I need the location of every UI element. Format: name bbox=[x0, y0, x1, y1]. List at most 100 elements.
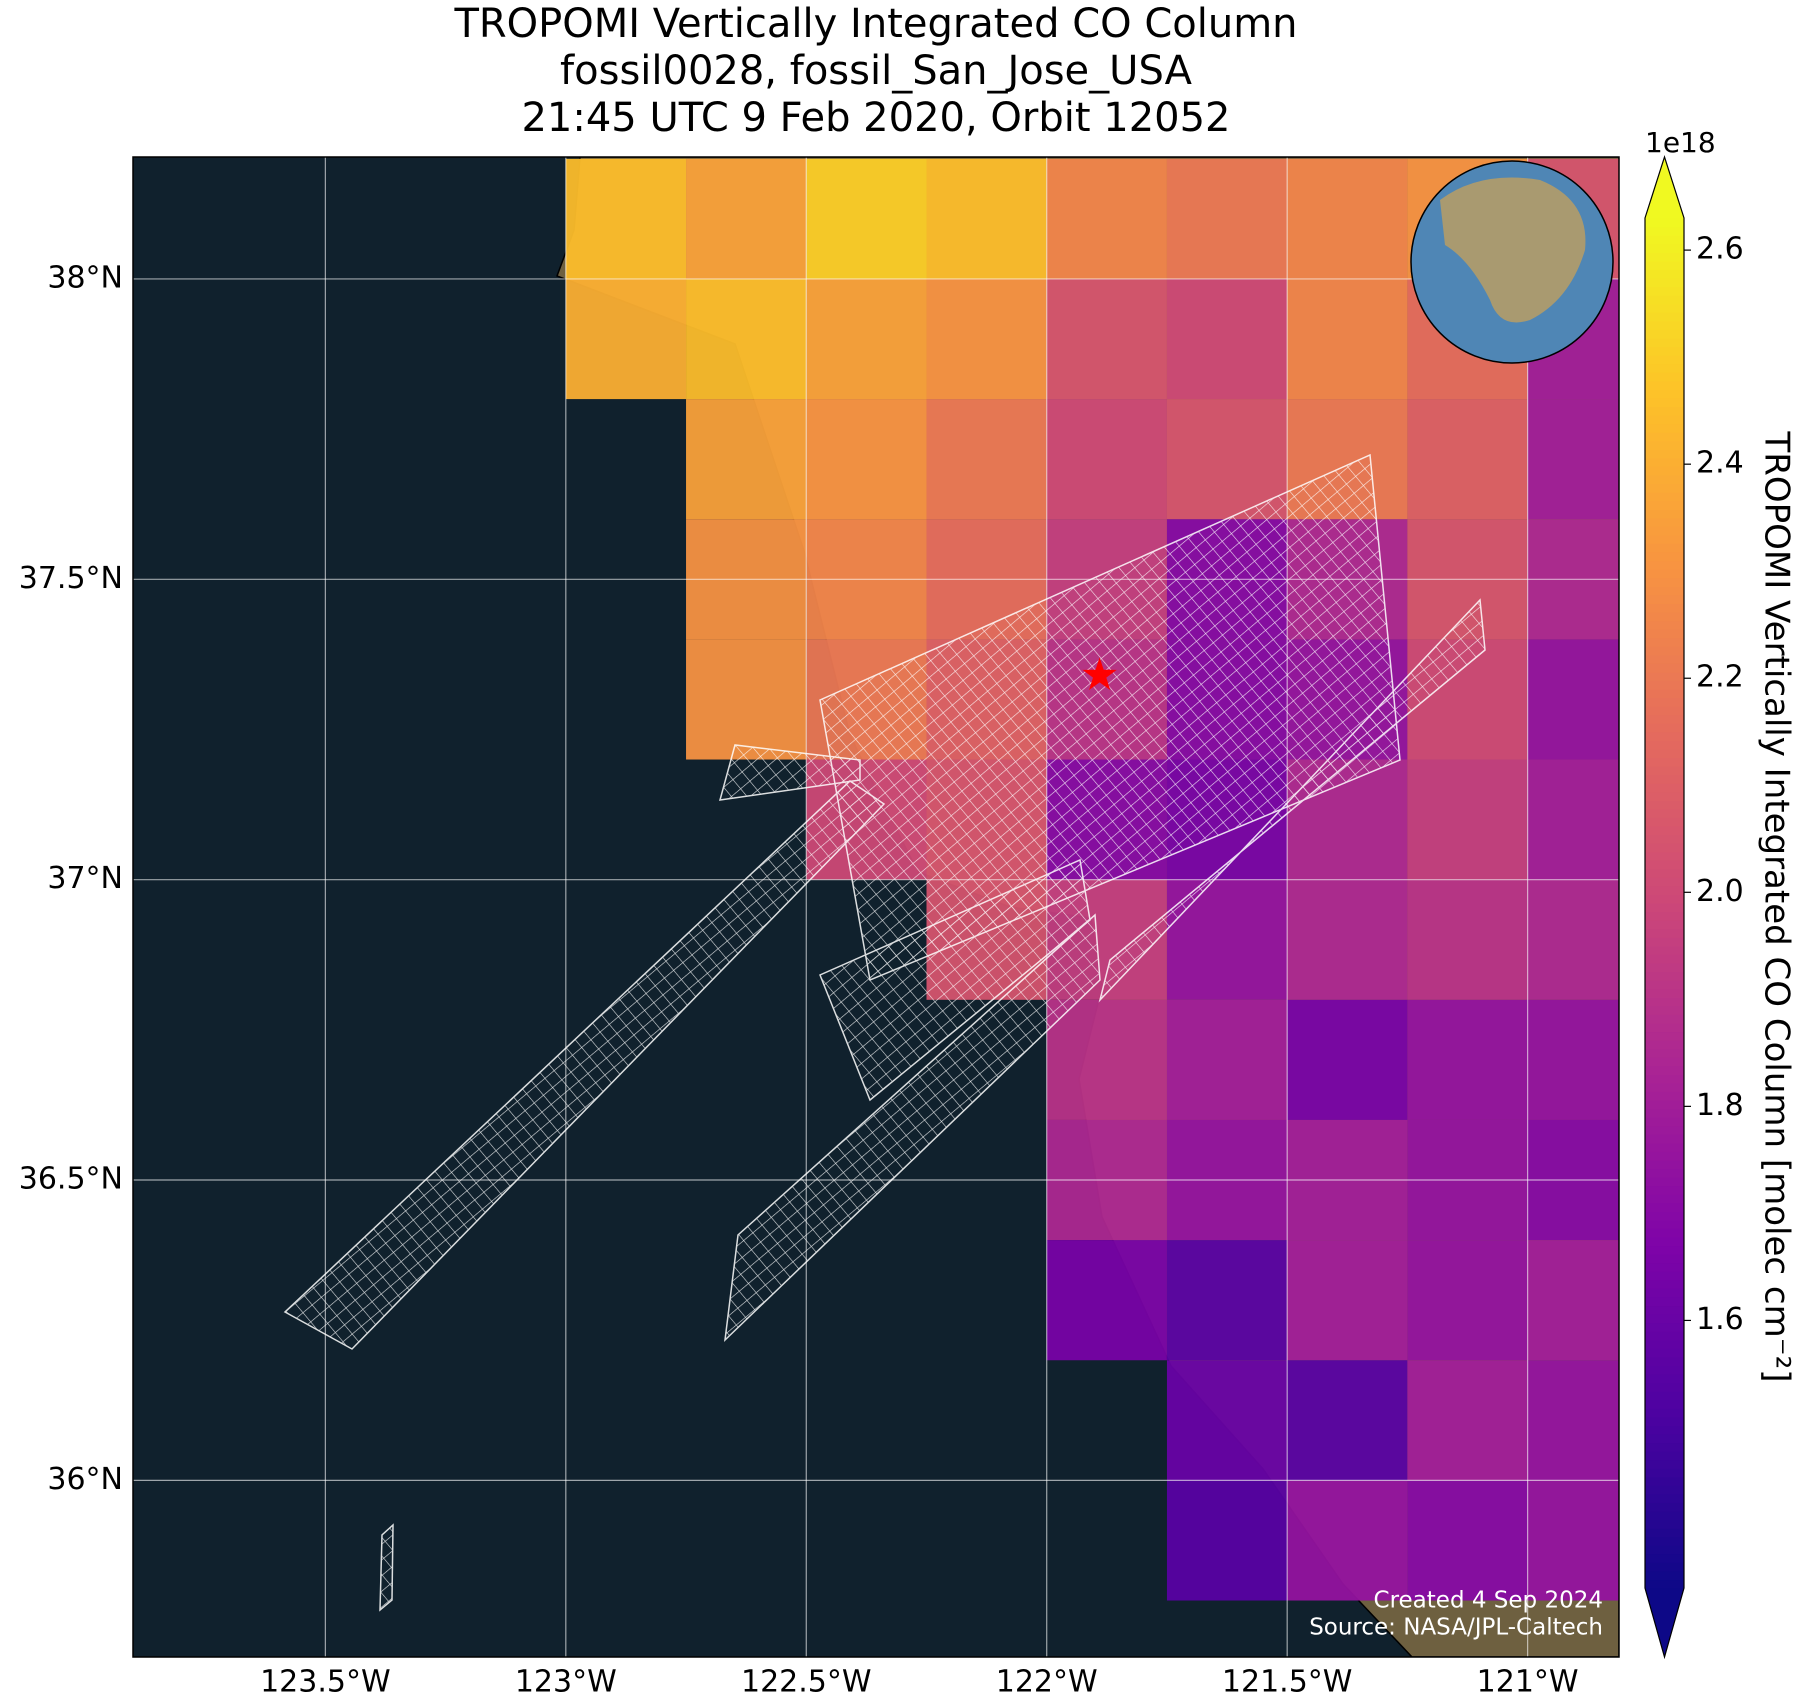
colorbar-slice bbox=[1645, 235, 1684, 245]
colorbar-slice bbox=[1645, 885, 1684, 896]
colorbar-slice bbox=[1645, 1399, 1684, 1409]
colorbar-slice bbox=[1645, 808, 1684, 818]
colorbar-slice bbox=[1645, 1159, 1684, 1170]
colorbar-slice bbox=[1645, 894, 1684, 904]
colorbar-slice bbox=[1645, 414, 1684, 425]
colorbar-slice bbox=[1645, 911, 1684, 921]
colorbar-slice bbox=[1645, 363, 1684, 373]
colorbar-tick-label: 2.4 bbox=[1696, 446, 1744, 481]
colorbar-outline bbox=[1644, 155, 1685, 1660]
credit: Created 4 Sep 2024 bbox=[1374, 1588, 1603, 1614]
colorbar-slice bbox=[1645, 611, 1684, 622]
site-marker bbox=[1082, 657, 1117, 690]
colorbar-slice bbox=[1645, 1185, 1684, 1195]
colorbar-extend-max bbox=[1645, 157, 1684, 218]
colorbar-slice bbox=[1645, 372, 1684, 382]
pixel bbox=[1046, 158, 1167, 279]
inset-globe bbox=[1410, 160, 1614, 364]
colorbar-slice bbox=[1645, 509, 1684, 519]
colorbar-slice bbox=[1645, 654, 1684, 664]
colorbar-slice bbox=[1645, 860, 1684, 870]
colorbar-slice bbox=[1645, 466, 1684, 476]
colorbar-slice bbox=[1645, 997, 1684, 1007]
colorbar-extend-min bbox=[1645, 1588, 1684, 1657]
pixel bbox=[1527, 639, 1619, 760]
pixel bbox=[1407, 879, 1528, 1000]
colorbar-slice bbox=[1645, 740, 1684, 750]
pixel bbox=[1407, 1360, 1528, 1481]
colorbar-slice bbox=[1645, 397, 1684, 407]
colorbar-slice bbox=[1645, 329, 1684, 339]
colorbar-slice bbox=[1645, 1579, 1684, 1589]
colorbar-slice bbox=[1645, 1348, 1684, 1358]
colorbar-slice bbox=[1645, 1228, 1684, 1238]
pixel bbox=[1287, 1360, 1408, 1481]
colorbar-slice bbox=[1645, 380, 1684, 390]
pixel bbox=[1527, 879, 1619, 1000]
colorbar-slice bbox=[1645, 457, 1684, 467]
colorbar-slice bbox=[1645, 594, 1684, 604]
colorbar-slice bbox=[1645, 637, 1684, 647]
colorbar-slice bbox=[1645, 1168, 1684, 1178]
colorbar-slice bbox=[1645, 560, 1684, 570]
colorbar-slice bbox=[1645, 440, 1684, 450]
colorbar-slice bbox=[1645, 877, 1684, 887]
pixel bbox=[1527, 999, 1619, 1120]
colorbar-slice bbox=[1645, 1236, 1684, 1247]
y-tick-label: 37°N bbox=[47, 861, 123, 896]
colorbar-slice bbox=[1645, 603, 1684, 613]
colorbar-slice bbox=[1645, 1451, 1684, 1461]
colorbar-slice bbox=[1645, 671, 1684, 681]
colorbar-slice bbox=[1645, 1442, 1684, 1452]
colorbar-slice bbox=[1645, 1356, 1684, 1366]
colorbar-tick-label: 1.8 bbox=[1696, 1088, 1744, 1123]
colorbar-slice bbox=[1645, 1014, 1684, 1024]
credit: Source: NASA/JPL-Caltech bbox=[1309, 1615, 1603, 1641]
colorbar-slice bbox=[1645, 337, 1684, 348]
colorbar-slice bbox=[1645, 1005, 1684, 1015]
colorbar-tick-label: 2.0 bbox=[1696, 874, 1744, 909]
colorbar-slice bbox=[1645, 1373, 1684, 1384]
colorbar-slice bbox=[1645, 406, 1684, 416]
colorbar-slice bbox=[1645, 988, 1684, 998]
x-tick-label: 122.5°W bbox=[741, 1665, 872, 1700]
colorbar-slice bbox=[1645, 937, 1684, 947]
colorbar-slice bbox=[1645, 483, 1684, 493]
pixel bbox=[1166, 1240, 1288, 1361]
colorbar-slice bbox=[1645, 1365, 1684, 1375]
pixel bbox=[1046, 999, 1167, 1120]
colorbar-slice bbox=[1645, 1048, 1684, 1058]
colorbar-slice bbox=[1645, 1459, 1684, 1469]
colorbar-slice bbox=[1645, 526, 1684, 536]
colorbar-slice bbox=[1645, 680, 1684, 690]
colorbar-slice bbox=[1645, 1245, 1684, 1255]
colorbar-slice bbox=[1645, 1202, 1684, 1212]
pixel bbox=[1287, 879, 1408, 1000]
x-tick-label: 123.5°W bbox=[260, 1665, 391, 1700]
pixel bbox=[1166, 278, 1288, 400]
colorbar-slice bbox=[1645, 817, 1684, 827]
colorbar-slice bbox=[1645, 1219, 1684, 1229]
colorbar-slice bbox=[1645, 663, 1684, 673]
colorbar-slice bbox=[1645, 1433, 1684, 1444]
colorbar-slice bbox=[1645, 303, 1684, 313]
track bbox=[723, 913, 1101, 1343]
colorbar-offset: 1e18 bbox=[1645, 126, 1716, 159]
colorbar-slice bbox=[1645, 1279, 1684, 1289]
pixel bbox=[806, 399, 927, 520]
colorbar-slice bbox=[1645, 1485, 1684, 1495]
colorbar-slice bbox=[1645, 843, 1684, 853]
colorbar-slice bbox=[1645, 954, 1684, 964]
colorbar-slice bbox=[1645, 218, 1684, 228]
colorbar-slice bbox=[1645, 1468, 1684, 1478]
colorbar-slice bbox=[1645, 620, 1684, 630]
colorbar: 1.6 1.8 2.0 2.2 2.4 2.6 bbox=[1644, 155, 1744, 1660]
colorbar-slice bbox=[1645, 534, 1684, 544]
colorbar-slice bbox=[1645, 1125, 1684, 1135]
colorbar-slice bbox=[1645, 1022, 1684, 1033]
colorbar-slice bbox=[1645, 825, 1684, 836]
colorbar-slice bbox=[1645, 474, 1684, 485]
pixel bbox=[1166, 1360, 1288, 1481]
colorbar-slice bbox=[1645, 1031, 1684, 1041]
pixel bbox=[1166, 999, 1288, 1120]
